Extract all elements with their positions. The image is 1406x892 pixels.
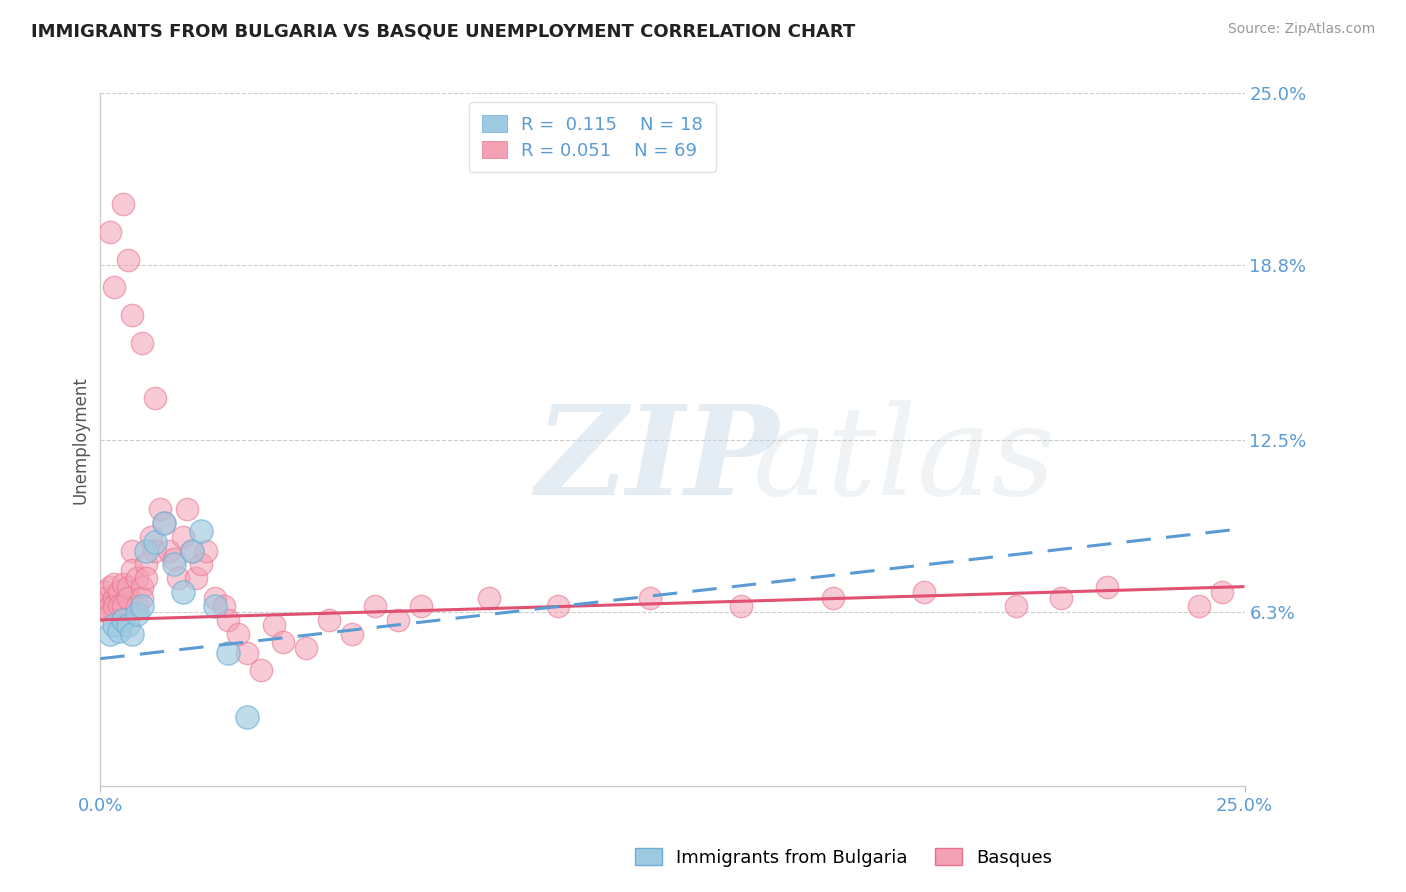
Point: [190, 558, 212, 572]
Point: [94, 599, 117, 613]
Point: [162, 552, 184, 566]
Point: [226, 626, 249, 640]
Point: [167, 571, 190, 585]
Point: [112, 613, 135, 627]
Point: [121, 543, 143, 558]
Point: [94, 591, 117, 605]
Point: [117, 618, 139, 632]
Point: [249, 663, 271, 677]
Point: [112, 197, 135, 211]
Point: [1211, 585, 1233, 599]
Point: [409, 599, 432, 613]
Point: [98, 626, 121, 640]
Text: atlas: atlas: [752, 400, 1056, 521]
Point: [125, 599, 148, 613]
Point: [1050, 591, 1073, 605]
Point: [143, 535, 166, 549]
Point: [98, 580, 121, 594]
Text: ZIP: ZIP: [536, 400, 779, 521]
Point: [103, 280, 125, 294]
Point: [131, 335, 153, 350]
Point: [135, 558, 157, 572]
Legend: Immigrants from Bulgaria, Basques: Immigrants from Bulgaria, Basques: [627, 841, 1060, 874]
Point: [821, 591, 844, 605]
Point: [318, 613, 340, 627]
Text: Source: ZipAtlas.com: Source: ZipAtlas.com: [1227, 22, 1375, 37]
Point: [117, 252, 139, 267]
Point: [117, 591, 139, 605]
Point: [94, 585, 117, 599]
Point: [98, 599, 121, 613]
Point: [153, 516, 176, 530]
Point: [263, 618, 285, 632]
Point: [103, 591, 125, 605]
Point: [121, 563, 143, 577]
Point: [172, 585, 194, 599]
Point: [98, 225, 121, 239]
Point: [190, 524, 212, 539]
Point: [273, 635, 295, 649]
Point: [236, 646, 259, 660]
Point: [107, 624, 129, 638]
Point: [204, 591, 226, 605]
Point: [1188, 599, 1211, 613]
Point: [149, 502, 172, 516]
Point: [131, 599, 153, 613]
Point: [912, 585, 935, 599]
Point: [1004, 599, 1026, 613]
Point: [162, 558, 184, 572]
Legend: R =  0.115    N = 18, R = 0.051    N = 69: R = 0.115 N = 18, R = 0.051 N = 69: [470, 103, 716, 172]
Point: [212, 599, 235, 613]
Point: [478, 591, 501, 605]
Point: [139, 530, 162, 544]
Point: [103, 618, 125, 632]
Y-axis label: Unemployment: Unemployment: [72, 376, 89, 504]
Point: [204, 599, 226, 613]
Point: [218, 646, 240, 660]
Point: [107, 599, 129, 613]
Point: [125, 571, 148, 585]
Point: [135, 571, 157, 585]
Point: [387, 613, 409, 627]
Point: [131, 591, 153, 605]
Point: [194, 543, 217, 558]
Point: [547, 599, 569, 613]
Point: [112, 577, 135, 591]
Point: [218, 613, 240, 627]
Point: [103, 599, 125, 613]
Point: [107, 585, 129, 599]
Point: [172, 530, 194, 544]
Point: [112, 599, 135, 613]
Point: [186, 571, 208, 585]
Point: [121, 626, 143, 640]
Point: [236, 710, 259, 724]
Point: [638, 591, 661, 605]
Point: [121, 308, 143, 322]
Point: [180, 543, 202, 558]
Point: [135, 543, 157, 558]
Point: [131, 580, 153, 594]
Point: [103, 577, 125, 591]
Point: [98, 607, 121, 622]
Point: [143, 391, 166, 405]
Point: [153, 516, 176, 530]
Point: [143, 543, 166, 558]
Point: [340, 626, 363, 640]
Point: [364, 599, 387, 613]
Text: IMMIGRANTS FROM BULGARIA VS BASQUE UNEMPLOYMENT CORRELATION CHART: IMMIGRANTS FROM BULGARIA VS BASQUE UNEMP…: [31, 22, 855, 40]
Point: [180, 543, 202, 558]
Point: [176, 502, 198, 516]
Point: [295, 640, 318, 655]
Point: [117, 580, 139, 594]
Point: [1097, 580, 1119, 594]
Point: [730, 599, 752, 613]
Point: [157, 543, 180, 558]
Point: [125, 607, 148, 622]
Point: [112, 613, 135, 627]
